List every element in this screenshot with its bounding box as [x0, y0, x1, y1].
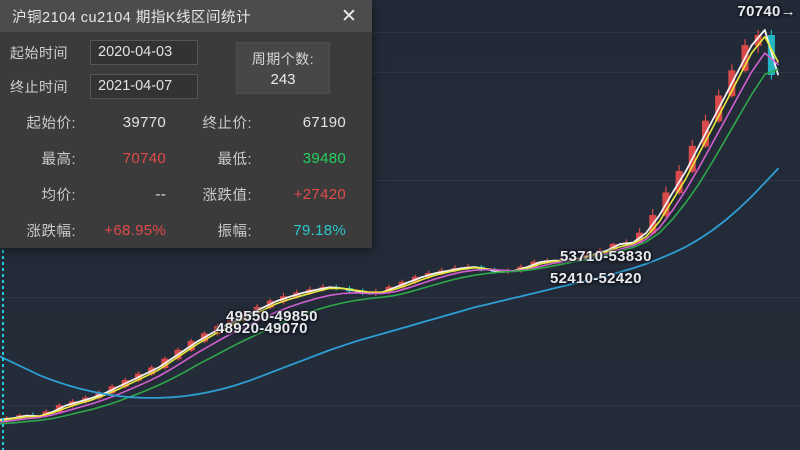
start-time-row: 起始时间 — [10, 40, 198, 65]
price-label-mid-low-range: 52410-52420 — [550, 270, 642, 287]
stat-label: 涨跌幅: — [26, 223, 76, 240]
price-label-low-high-range: 49550-49850 — [226, 308, 318, 325]
stat-value: 70740 — [122, 149, 166, 167]
close-icon[interactable]: ✕ — [341, 5, 357, 27]
dialog-title: 沪铜2104 cu2104 期指K线区间统计 — [12, 9, 252, 26]
moving-average-lines — [0, 28, 779, 425]
stat-value: 67190 — [302, 113, 346, 131]
start-time-input[interactable] — [90, 40, 198, 65]
statistics-grid: 起始价: 39770 终止价: 67190 最高: 70740 最低: 39480 均价: -- 涨… — [0, 104, 372, 248]
period-count-label: 周期个数: — [251, 50, 315, 67]
stat-value: +68.95% — [104, 221, 166, 239]
stat-value: 39770 — [122, 113, 166, 131]
period-count-value: 243 — [270, 70, 296, 88]
stat-label: 涨跌值: — [202, 187, 252, 204]
dialog-form: 起始时间 终止时间 周期个数: 243 — [0, 32, 372, 104]
price-label-mid-high-range: 53710-53830 — [560, 248, 652, 265]
dialog-titlebar[interactable]: 沪铜2104 cu2104 期指K线区间统计 ✕ — [0, 0, 372, 32]
price-label-low-low-range: 48920-49070 — [216, 320, 308, 337]
kline-range-statistics-dialog[interactable]: 沪铜2104 cu2104 期指K线区间统计 ✕ 起始时间 终止时间 周期个数:… — [0, 0, 372, 248]
stat-label: 起始价: — [26, 115, 76, 132]
stat-label: 最高: — [41, 151, 76, 168]
end-time-label: 终止时间 — [10, 78, 68, 95]
stat-value: -- — [155, 185, 166, 203]
stat-value: +27420 — [293, 185, 346, 203]
price-label-high-marker: 70740→ — [737, 3, 796, 20]
stat-value: 79.18% — [293, 221, 346, 239]
stat-label: 终止价: — [202, 115, 252, 132]
start-time-label: 起始时间 — [10, 44, 68, 61]
stat-label: 均价: — [41, 187, 76, 204]
period-count-button[interactable]: 周期个数: 243 — [236, 42, 330, 94]
end-time-input[interactable] — [90, 74, 198, 99]
end-time-row: 终止时间 — [10, 74, 198, 99]
stat-label: 振幅: — [217, 223, 252, 240]
stat-value: 39480 — [302, 149, 346, 167]
stat-label: 最低: — [217, 151, 252, 168]
